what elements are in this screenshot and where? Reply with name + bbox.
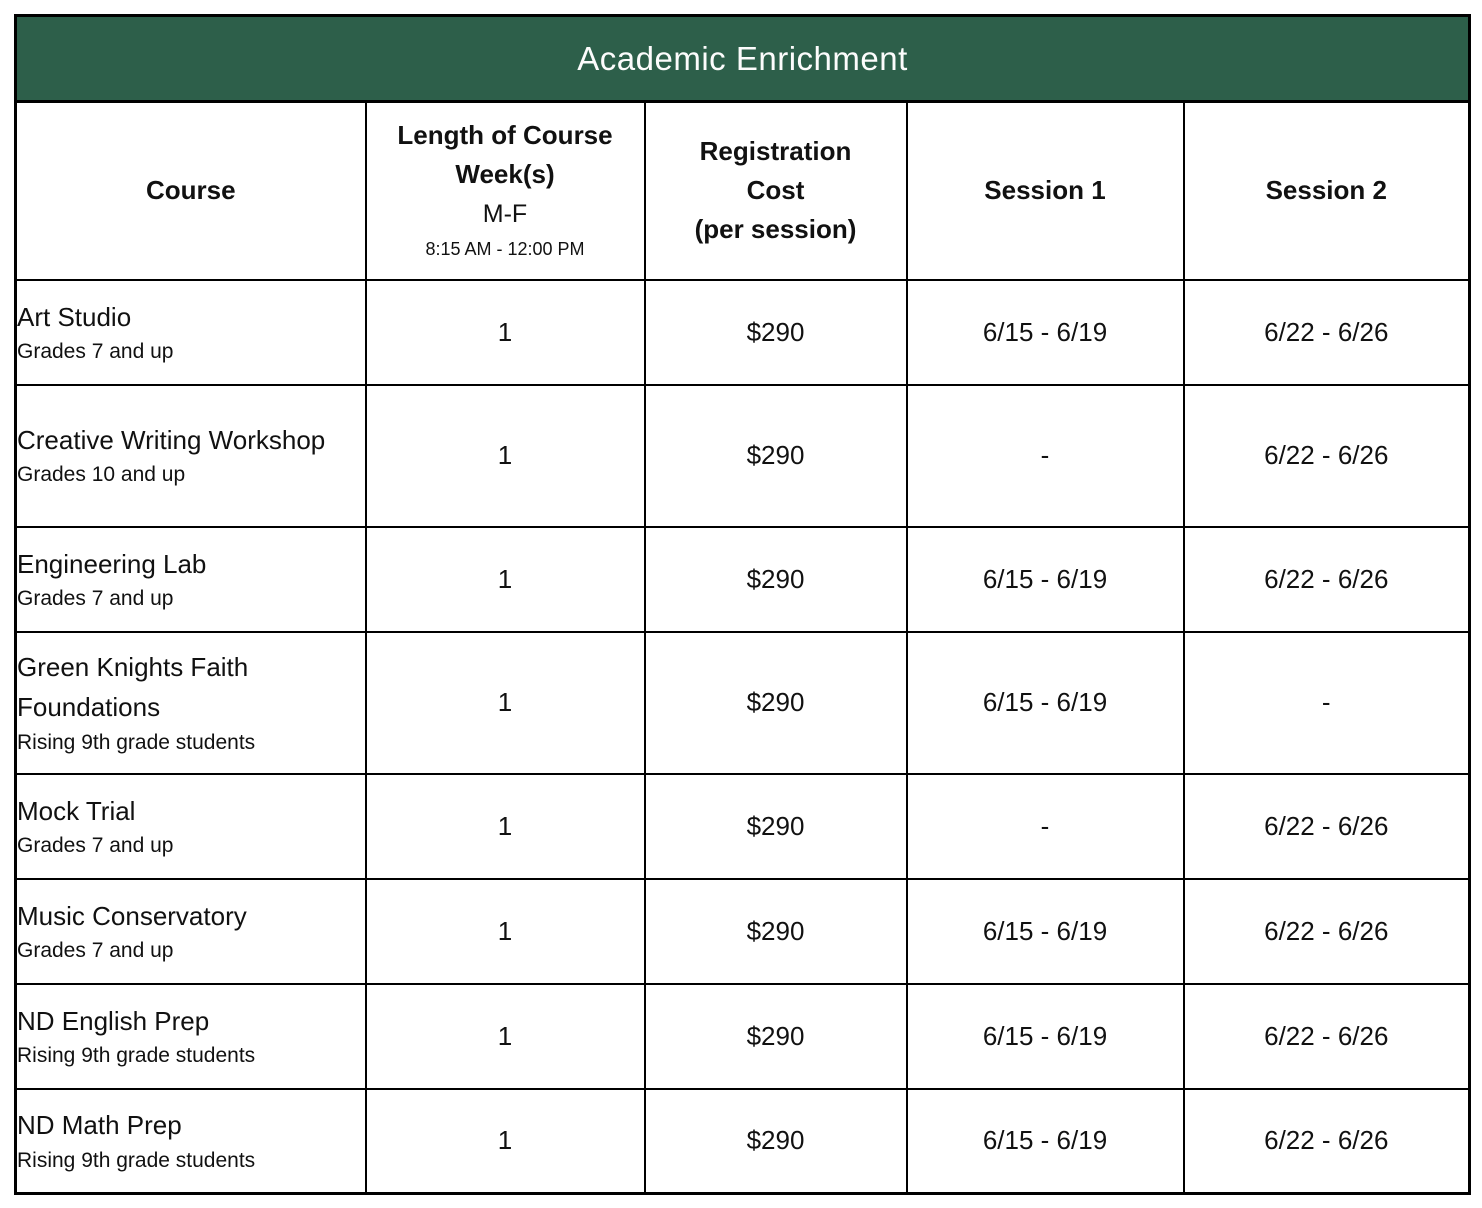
course-cell: ND English Prep Rising 9th grade student… bbox=[14, 982, 367, 1090]
col-header-length: Length of Course Week(s) M-F 8:15 AM - 1… bbox=[364, 100, 646, 281]
session1-cell: 6/15 - 6/19 bbox=[905, 525, 1185, 633]
cost-label-line2: Cost bbox=[746, 175, 805, 206]
course-audience: Rising 9th grade students bbox=[17, 1043, 256, 1067]
length-days: M-F bbox=[482, 200, 528, 229]
col-header-session1: Session 1 bbox=[905, 100, 1185, 281]
weeks-cell: 1 bbox=[364, 525, 646, 633]
course-cell: Engineering Lab Grades 7 and up bbox=[14, 525, 367, 633]
session2-cell: 6/22 - 6/26 bbox=[1182, 278, 1471, 386]
weeks-cell: 1 bbox=[364, 877, 646, 985]
session2-cell: - bbox=[1182, 630, 1471, 775]
course-audience: Grades 7 and up bbox=[17, 339, 174, 363]
course-cell: Creative Writing Workshop Grades 10 and … bbox=[14, 383, 367, 528]
cost-label-line3: (per session) bbox=[694, 214, 857, 245]
course-cell: Art Studio Grades 7 and up bbox=[14, 278, 367, 386]
weeks-cell: 1 bbox=[364, 383, 646, 528]
session1-cell: 6/15 - 6/19 bbox=[905, 278, 1185, 386]
session2-cell: 6/22 - 6/26 bbox=[1182, 877, 1471, 985]
course-name: Creative Writing Workshop bbox=[17, 425, 326, 456]
session2-cell: 6/22 - 6/26 bbox=[1182, 383, 1471, 528]
weeks-cell: 1 bbox=[364, 278, 646, 386]
table-row: ND English Prep Rising 9th grade student… bbox=[14, 982, 1471, 1090]
table-row: Music Conservatory Grades 7 and up 1 $29… bbox=[14, 877, 1471, 985]
table-title-row: Academic Enrichment bbox=[14, 14, 1471, 103]
table-row: Green Knights Faith Foundations Rising 9… bbox=[14, 630, 1471, 775]
course-name: Engineering Lab bbox=[17, 548, 207, 579]
length-label-line1: Length of Course bbox=[397, 120, 613, 151]
course-audience: Grades 10 and up bbox=[17, 463, 186, 487]
weeks-cell: 1 bbox=[364, 772, 646, 880]
cost-cell: $290 bbox=[643, 630, 908, 775]
table-row: Mock Trial Grades 7 and up 1 $290 - 6/22… bbox=[14, 772, 1471, 880]
cost-cell: $290 bbox=[643, 772, 908, 880]
column-header-row: Course Length of Course Week(s) M-F 8:15… bbox=[14, 100, 1471, 281]
course-audience: Grades 7 and up bbox=[17, 938, 174, 962]
col-header-session2: Session 2 bbox=[1182, 100, 1471, 281]
cost-cell: $290 bbox=[643, 1087, 908, 1195]
table-row: Engineering Lab Grades 7 and up 1 $290 6… bbox=[14, 525, 1471, 633]
course-cell: Mock Trial Grades 7 and up bbox=[14, 772, 367, 880]
course-cell: ND Math Prep Rising 9th grade students bbox=[14, 1087, 367, 1195]
cost-cell: $290 bbox=[643, 982, 908, 1090]
course-name: ND Math Prep bbox=[17, 1110, 182, 1141]
table-title: Academic Enrichment bbox=[14, 14, 1471, 103]
weeks-cell: 1 bbox=[364, 1087, 646, 1195]
course-cell: Music Conservatory Grades 7 and up bbox=[14, 877, 367, 985]
weeks-cell: 1 bbox=[364, 982, 646, 1090]
length-label-line2: Week(s) bbox=[455, 159, 555, 190]
session2-cell: 6/22 - 6/26 bbox=[1182, 525, 1471, 633]
session1-cell: 6/15 - 6/19 bbox=[905, 1087, 1185, 1195]
col-header-cost: Registration Cost (per session) bbox=[643, 100, 908, 281]
cost-cell: $290 bbox=[643, 278, 908, 386]
col-header-course: Course bbox=[14, 100, 367, 281]
session1-cell: 6/15 - 6/19 bbox=[905, 877, 1185, 985]
session2-cell: 6/22 - 6/26 bbox=[1182, 1087, 1471, 1195]
cost-cell: $290 bbox=[643, 877, 908, 985]
cost-cell: $290 bbox=[643, 525, 908, 633]
session2-cell: 6/22 - 6/26 bbox=[1182, 772, 1471, 880]
course-audience: Grades 7 and up bbox=[17, 833, 174, 857]
course-name: ND English Prep bbox=[17, 1005, 210, 1036]
cost-label-line1: Registration bbox=[699, 136, 852, 167]
academic-enrichment-table: Academic Enrichment Course Length of Cou… bbox=[14, 14, 1472, 1195]
weeks-cell: 1 bbox=[364, 630, 646, 775]
session1-cell: 6/15 - 6/19 bbox=[905, 630, 1185, 775]
session1-cell: 6/15 - 6/19 bbox=[905, 982, 1185, 1090]
course-audience: Grades 7 and up bbox=[17, 586, 174, 610]
length-time: 8:15 AM - 12:00 PM bbox=[425, 239, 585, 260]
course-name: Mock Trial bbox=[17, 795, 136, 826]
table-row: ND Math Prep Rising 9th grade students 1… bbox=[14, 1087, 1471, 1195]
course-name: Art Studio bbox=[17, 301, 132, 332]
table-row: Creative Writing Workshop Grades 10 and … bbox=[14, 383, 1471, 528]
table-row: Art Studio Grades 7 and up 1 $290 6/15 -… bbox=[14, 278, 1471, 386]
course-audience: Rising 9th grade students bbox=[17, 1148, 256, 1172]
course-cell: Green Knights Faith Foundations Rising 9… bbox=[14, 630, 367, 775]
course-name: Green Knights Faith Foundations bbox=[17, 651, 249, 723]
session1-cell: - bbox=[905, 772, 1185, 880]
session2-cell: 6/22 - 6/26 bbox=[1182, 982, 1471, 1090]
course-audience: Rising 9th grade students bbox=[17, 730, 256, 754]
course-name: Music Conservatory bbox=[17, 900, 247, 931]
session1-cell: - bbox=[905, 383, 1185, 528]
cost-cell: $290 bbox=[643, 383, 908, 528]
